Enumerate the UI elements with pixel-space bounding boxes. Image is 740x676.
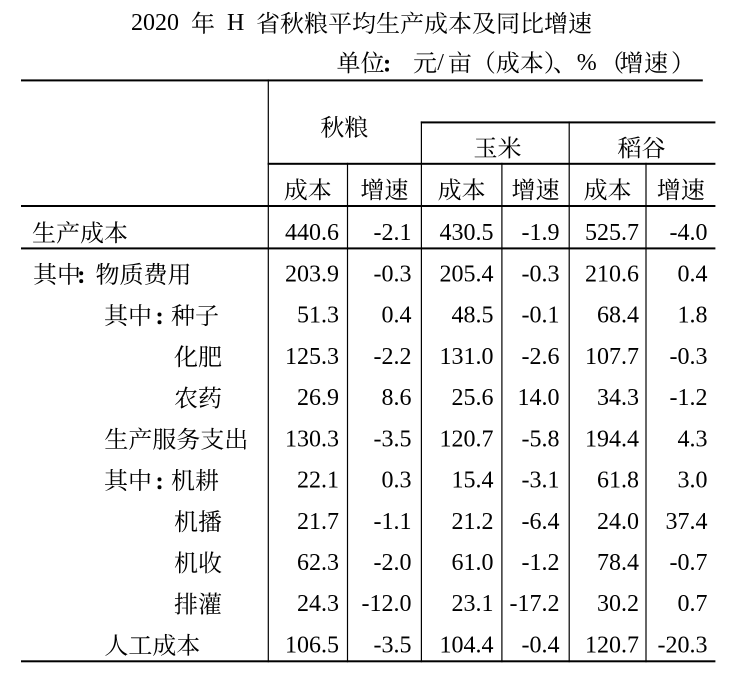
svg-text:525.7: 525.7: [585, 220, 639, 246]
svg-text:-1.2: -1.2: [522, 550, 560, 576]
svg-text:34.3: 34.3: [597, 385, 639, 411]
svg-text:3.0: 3.0: [678, 468, 708, 494]
svg-text:30.2: 30.2: [597, 591, 639, 617]
svg-text:24.3: 24.3: [297, 591, 339, 617]
svg-text:51.3: 51.3: [297, 303, 339, 329]
svg-text:4.3: 4.3: [678, 426, 708, 452]
svg-text:106.5: 106.5: [285, 633, 339, 659]
svg-text:H: H: [227, 10, 244, 36]
svg-text:8.6: 8.6: [382, 385, 412, 411]
svg-text:-3.5: -3.5: [374, 426, 412, 452]
svg-text:-2.2: -2.2: [374, 344, 412, 370]
svg-text:-0.3: -0.3: [522, 262, 560, 288]
svg-text:61.0: 61.0: [452, 550, 494, 576]
svg-text:26.9: 26.9: [297, 385, 339, 411]
svg-text:-5.8: -5.8: [522, 426, 560, 452]
svg-text:430.5: 430.5: [440, 220, 494, 246]
svg-text:-4.0: -4.0: [670, 220, 708, 246]
svg-text:-1.1: -1.1: [374, 509, 412, 535]
svg-text:/: /: [437, 50, 444, 76]
svg-text:107.7: 107.7: [585, 344, 639, 370]
svg-text:37.4: 37.4: [666, 509, 708, 535]
svg-text:48.5: 48.5: [452, 303, 494, 329]
svg-text:-3.1: -3.1: [522, 468, 560, 494]
svg-text:-12.0: -12.0: [362, 591, 412, 617]
svg-text:-0.3: -0.3: [374, 262, 412, 288]
svg-text:-2.6: -2.6: [522, 344, 560, 370]
svg-text:2020: 2020: [131, 10, 179, 36]
svg-text:104.4: 104.4: [440, 633, 494, 659]
svg-text:-0.4: -0.4: [522, 633, 560, 659]
svg-text:205.4: 205.4: [440, 262, 494, 288]
svg-text:22.1: 22.1: [297, 468, 339, 494]
svg-text:130.3: 130.3: [285, 426, 339, 452]
svg-text:24.0: 24.0: [597, 509, 639, 535]
svg-text:-17.2: -17.2: [510, 591, 560, 617]
svg-text:62.3: 62.3: [297, 550, 339, 576]
svg-text:210.6: 210.6: [585, 262, 639, 288]
svg-text:-0.7: -0.7: [670, 550, 708, 576]
svg-text:0.4: 0.4: [678, 262, 708, 288]
svg-text:-3.5: -3.5: [374, 633, 412, 659]
svg-text:23.1: 23.1: [452, 591, 494, 617]
svg-text:14.0: 14.0: [518, 385, 560, 411]
svg-text:68.4: 68.4: [597, 303, 639, 329]
svg-text:131.0: 131.0: [440, 344, 494, 370]
svg-text:21.2: 21.2: [452, 509, 494, 535]
svg-text:440.6: 440.6: [285, 220, 339, 246]
svg-text:-1.9: -1.9: [522, 220, 560, 246]
svg-text:-20.3: -20.3: [658, 633, 708, 659]
svg-text:0.3: 0.3: [382, 468, 412, 494]
svg-text:120.7: 120.7: [585, 633, 639, 659]
svg-text:-6.4: -6.4: [522, 509, 560, 535]
svg-text:21.7: 21.7: [297, 509, 339, 535]
svg-text:-0.3: -0.3: [670, 344, 708, 370]
svg-text:15.4: 15.4: [452, 468, 494, 494]
svg-text:25.6: 25.6: [452, 385, 494, 411]
svg-text:-0.1: -0.1: [522, 303, 560, 329]
svg-text:%: %: [577, 50, 597, 76]
svg-text:203.9: 203.9: [285, 262, 339, 288]
svg-text:0.7: 0.7: [678, 591, 708, 617]
svg-text:0.4: 0.4: [382, 303, 412, 329]
svg-text:1.8: 1.8: [678, 303, 708, 329]
svg-text:125.3: 125.3: [285, 344, 339, 370]
svg-text:120.7: 120.7: [440, 426, 494, 452]
svg-text:-2.1: -2.1: [374, 220, 412, 246]
svg-text:194.4: 194.4: [585, 426, 639, 452]
svg-text:-2.0: -2.0: [374, 550, 412, 576]
svg-text:61.8: 61.8: [597, 468, 639, 494]
svg-text:-1.2: -1.2: [670, 385, 708, 411]
svg-text:78.4: 78.4: [597, 550, 639, 576]
